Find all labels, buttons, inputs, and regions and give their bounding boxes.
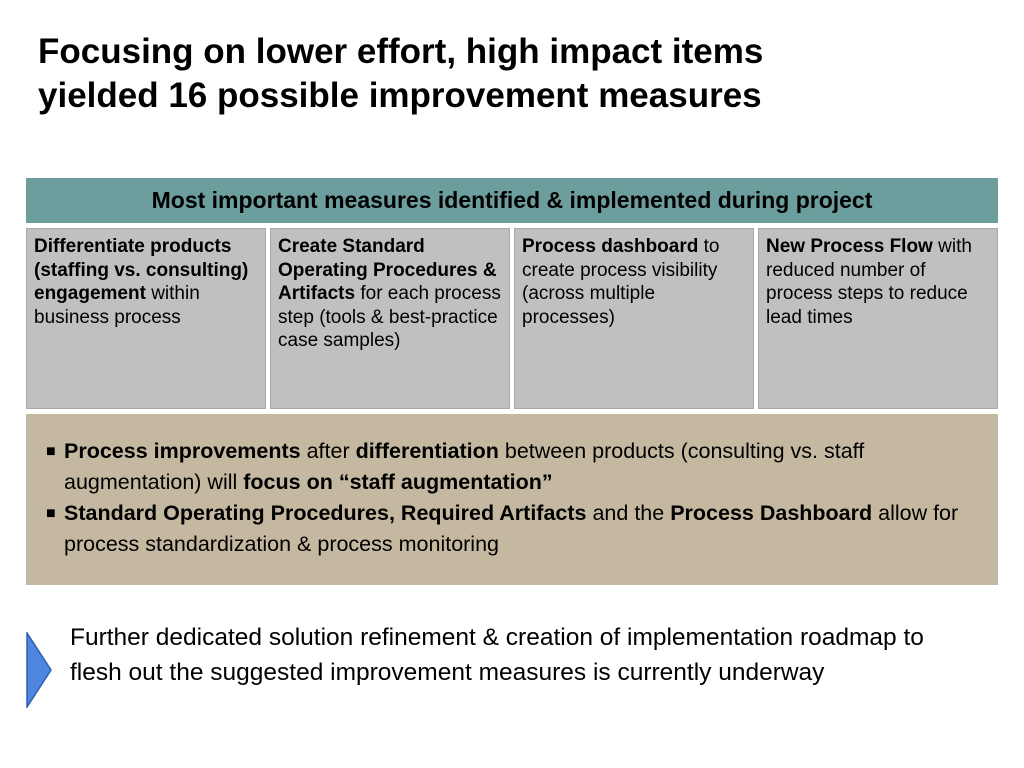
right-arrow-icon (26, 632, 52, 708)
banner-text: Most important measures identified & imp… (151, 187, 873, 213)
summary-bullet-2: ■ Standard Operating Procedures, Required… (44, 498, 978, 560)
measure-cell-dashboard: Process dashboard to create process visi… (514, 228, 754, 409)
measure-cell-differentiate: Differentiate products (staffing vs. con… (26, 228, 266, 409)
bullet-bold-text: Standard Operating Procedures, Required … (64, 501, 587, 525)
bullet-bold-text: focus on “staff augmentation” (243, 470, 553, 494)
measures-grid: Differentiate products (staffing vs. con… (26, 228, 998, 409)
bullet-text: and the (586, 501, 671, 525)
bullet-square-icon: ■ (46, 505, 56, 522)
title-line-2: yielded 16 possible improvement measures (38, 76, 762, 115)
measures-banner: Most important measures identified & imp… (26, 178, 998, 223)
measure-title: Create Standard Operating Procedures & A… (278, 236, 497, 304)
bullet-bold-text: Process Dashboard (670, 501, 873, 525)
measure-detail: within business process (34, 283, 200, 328)
measure-title: New Process Flow (766, 236, 933, 257)
measure-detail: for each process step (tools & best-prac… (278, 283, 501, 351)
measure-detail: to create process visibility (across mul… (522, 236, 720, 328)
title-line-1: Focusing on lower effort, high impact it… (38, 32, 764, 71)
bullet-text: between products (consulting vs. staff a… (64, 439, 865, 494)
measure-detail: with reduced number of process steps to … (766, 236, 972, 328)
bullet-bold-text: differentiation (355, 439, 499, 463)
measure-cell-process-flow: New Process Flow with reduced number of … (758, 228, 998, 409)
footer-note: Further dedicated solution refinement & … (70, 624, 924, 686)
bullet-text: allow for process standardization & proc… (64, 501, 959, 556)
summary-box: ■ Process improvements after differentiat… (26, 414, 998, 585)
summary-bullet-1: ■ Process improvements after differentiat… (44, 436, 978, 498)
measure-title: Differentiate products (staffing vs. con… (34, 236, 249, 304)
bullet-bold-text: Process improvements (64, 439, 301, 463)
measure-title: Process dashboard (522, 236, 699, 257)
bullet-square-icon: ■ (46, 443, 56, 460)
bullet-text: after (300, 439, 356, 463)
measure-cell-sop: Create Standard Operating Procedures & A… (270, 228, 510, 409)
slide-title: Focusing on lower effort, high impact it… (38, 30, 998, 118)
